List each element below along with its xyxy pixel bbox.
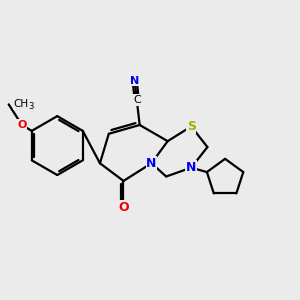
- Text: 3: 3: [29, 102, 34, 111]
- Text: N: N: [186, 161, 196, 174]
- Text: O: O: [17, 120, 27, 130]
- Text: S: S: [187, 120, 196, 133]
- Text: C: C: [133, 95, 141, 105]
- Text: CH: CH: [13, 99, 28, 110]
- Text: O: O: [118, 201, 129, 214]
- Text: N: N: [130, 76, 139, 86]
- Text: N: N: [146, 157, 157, 170]
